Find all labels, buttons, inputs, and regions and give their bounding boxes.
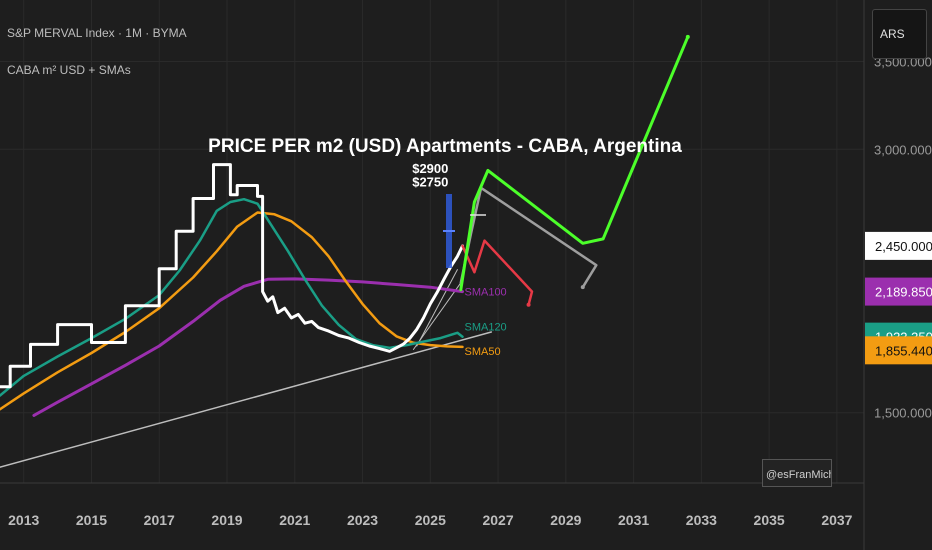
currency-button[interactable]: ARS bbox=[872, 9, 927, 59]
series-line-fan-line-2[interactable] bbox=[412, 282, 462, 350]
label-layer: SMA100 SMA50 SMA120 $2900$2750 bbox=[412, 161, 506, 358]
x-tick-label: 2019 bbox=[211, 512, 242, 528]
arrow-head-projection-green bbox=[685, 34, 690, 39]
time-axis[interactable]: 2013 2015 2017 2019 2021 2023 2025 2027 2029 2031… bbox=[0, 482, 864, 528]
x-tick-label: 2027 bbox=[482, 512, 513, 528]
series-line-trendline[interactable] bbox=[0, 331, 493, 468]
series-layer bbox=[0, 34, 690, 468]
x-tick-label: 2035 bbox=[754, 512, 785, 528]
x-tick-label: 2031 bbox=[618, 512, 649, 528]
arrow-head-projection-red bbox=[526, 302, 531, 307]
x-tick-label: 2017 bbox=[144, 512, 175, 528]
price-annotation: $2750 bbox=[412, 175, 448, 190]
x-tick-label: 2015 bbox=[76, 512, 107, 528]
price-badge-value: 2,450.000 bbox=[875, 239, 932, 254]
x-tick-label: 2025 bbox=[415, 512, 446, 528]
x-tick-label: 2029 bbox=[550, 512, 581, 528]
price-annotation: $2900 bbox=[412, 161, 448, 176]
series-line-projection-red[interactable] bbox=[461, 239, 534, 306]
indicator-header[interactable]: CABA m² USD + SMAs bbox=[7, 63, 131, 77]
series-line-sma100[interactable] bbox=[32, 277, 464, 417]
y-tick-label: 3,000.000 bbox=[874, 142, 932, 157]
series-label-sma120: SMA120 bbox=[464, 322, 506, 334]
price-badge-price[interactable] bbox=[865, 231, 932, 260]
arrow-head-projection-gray bbox=[580, 285, 585, 290]
x-tick-label: 2033 bbox=[686, 512, 717, 528]
price-badge-value: 2,189.850 bbox=[875, 285, 932, 300]
grid bbox=[0, 0, 864, 483]
series-label-sma50: SMA50 bbox=[464, 346, 500, 358]
symbol-header[interactable]: S&P MERVAL Index · 1M · BYMA bbox=[7, 26, 187, 40]
x-tick-label: 2021 bbox=[279, 512, 310, 528]
x-tick-label: 2037 bbox=[821, 512, 852, 528]
chart-title: PRICE PER m2 (USD) Apartments - CABA, Ar… bbox=[208, 136, 682, 157]
price-badge-sma50[interactable] bbox=[865, 336, 932, 365]
marker-layer bbox=[443, 194, 486, 268]
series-line-projection-green[interactable] bbox=[459, 35, 690, 292]
x-tick-label: 2023 bbox=[347, 512, 378, 528]
author-watermark: @esFranMiche bbox=[762, 459, 832, 487]
x-tick-label: 2013 bbox=[8, 512, 39, 528]
series-label-sma100: SMA100 bbox=[464, 287, 506, 299]
series-line-price[interactable] bbox=[0, 163, 464, 389]
price-badge-sma100[interactable] bbox=[865, 277, 932, 306]
y-tick-label: 1,500.000 bbox=[874, 406, 932, 421]
series-line-fan-line-1[interactable] bbox=[416, 269, 458, 347]
price-badge-value: 1,855.440 bbox=[875, 343, 932, 358]
